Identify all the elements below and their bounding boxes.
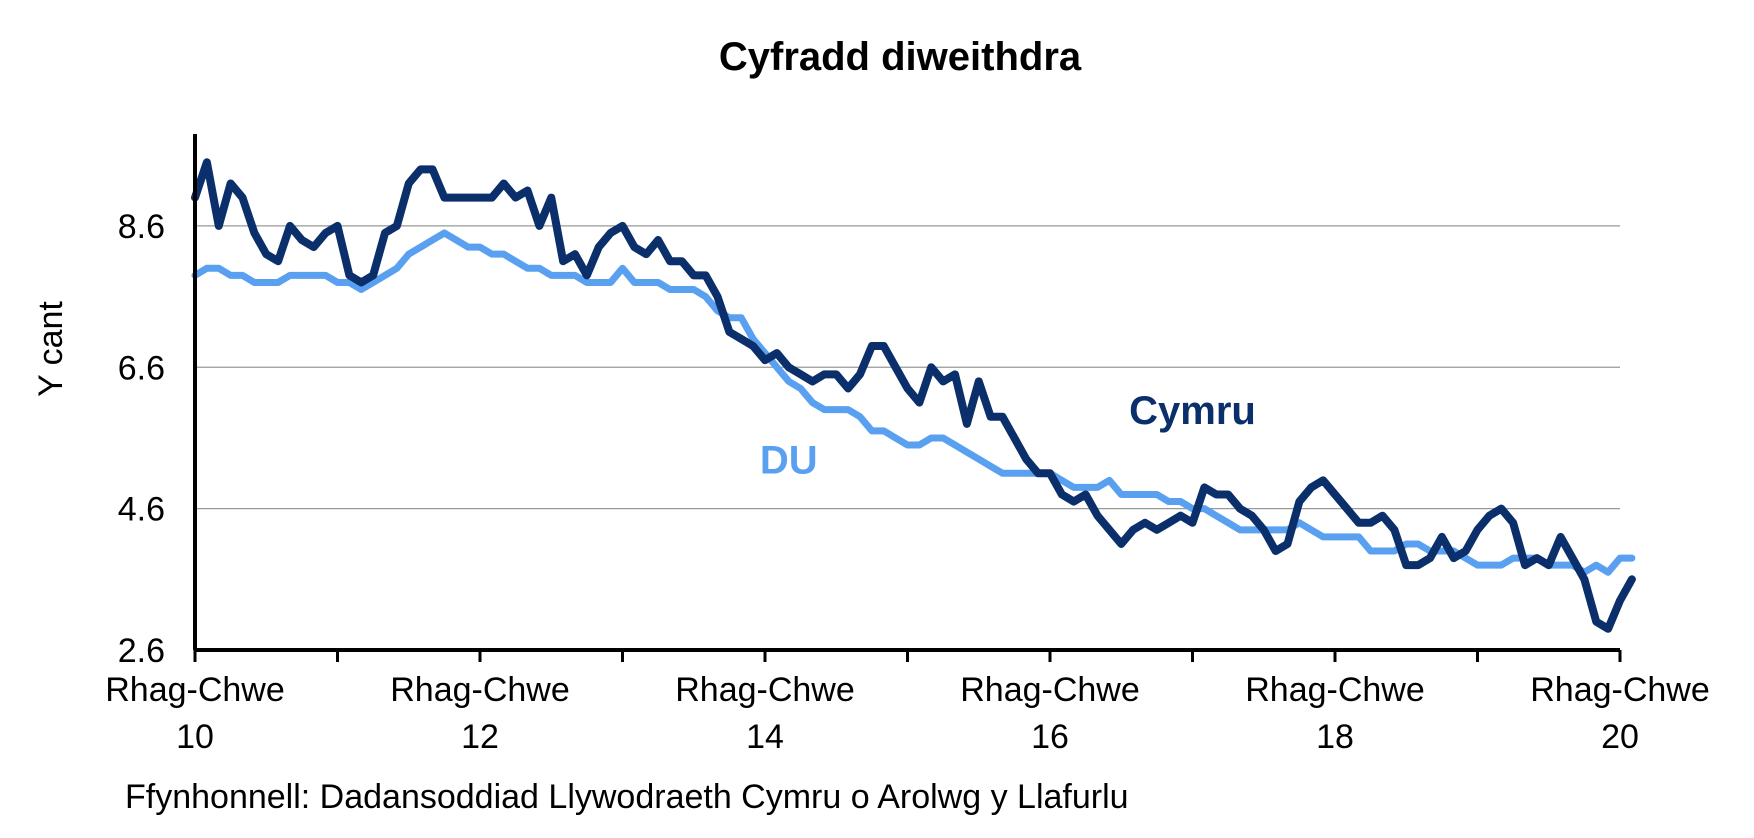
x-tick-label-year: 10	[176, 718, 214, 756]
x-tick-label-year: 20	[1601, 718, 1639, 756]
x-tick-labels: Rhag-Chwe 10 Rhag-Chwe 12 Rhag-Chwe 14 Rhag-Ch…	[105, 671, 1710, 756]
series-line-cymru	[191, 158, 1636, 633]
series-label-cymru: Cymru	[1129, 389, 1256, 433]
y-tick-label: 4.6	[118, 491, 165, 529]
series-lines	[191, 158, 1636, 633]
series-line-du	[191, 229, 1636, 576]
x-tick-label: Rhag-Chwe	[390, 671, 570, 709]
x-tick-label: Rhag-Chwe	[1245, 671, 1425, 709]
y-tick-labels: 2.6 4.6 6.6 8.6	[118, 208, 165, 670]
x-tick-label: Rhag-Chwe	[105, 671, 285, 709]
y-axis-label: Y cant	[32, 301, 70, 397]
source-note: Ffynhonnell: Dadansoddiad Llywodraeth Cy…	[125, 778, 1129, 816]
x-tick-label: Rhag-Chwe	[675, 671, 855, 709]
y-tick-label: 2.6	[118, 632, 165, 670]
x-tick-label-year: 14	[746, 718, 784, 756]
y-tick-label: 8.6	[118, 208, 165, 246]
x-tick-label-year: 16	[1031, 718, 1069, 756]
series-labels: DU Cymru	[760, 389, 1256, 482]
axes	[193, 134, 1622, 662]
x-tick-label: Rhag-Chwe	[960, 671, 1140, 709]
gridlines	[195, 225, 1620, 510]
series-label-du: DU	[760, 438, 818, 482]
y-tick-label: 6.6	[118, 349, 165, 387]
x-tick-label-year: 12	[461, 718, 499, 756]
x-tick-label-year: 18	[1316, 718, 1354, 756]
chart-title: Cyfradd diweithdra	[719, 35, 1082, 79]
x-tick-label: Rhag-Chwe	[1530, 671, 1710, 709]
